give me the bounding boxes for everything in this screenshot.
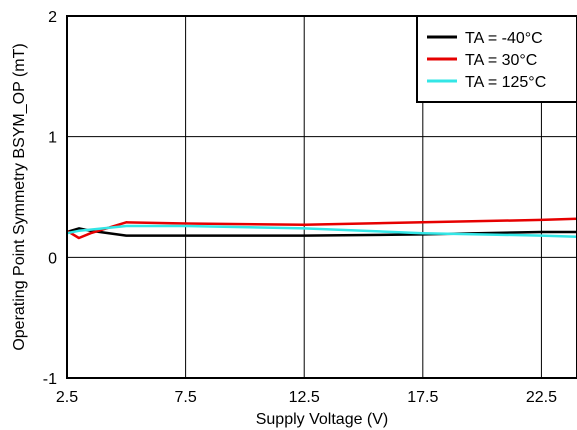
x-tick-label: 7.5 bbox=[174, 389, 196, 406]
series-lines bbox=[66, 217, 577, 240]
x-tick-labels: 2.5 7.5 12.5 17.5 22.5 bbox=[56, 389, 557, 406]
legend: TA = -40°C TA = 30°C TA = 125°C bbox=[416, 15, 577, 103]
y-axis-label: Operating Point Symmetry BSYM_OP (mT) bbox=[11, 43, 28, 350]
y-tick-label: -1 bbox=[43, 371, 57, 388]
y-tick-label: 2 bbox=[48, 9, 57, 26]
series-line bbox=[66, 217, 577, 240]
x-tick-label: 22.5 bbox=[526, 389, 557, 406]
legend-box bbox=[416, 15, 577, 103]
legend-entry-label: TA = -40°C bbox=[465, 30, 543, 47]
x-axis-label: Supply Voltage (V) bbox=[256, 411, 389, 428]
series-line bbox=[66, 224, 577, 239]
y-tick-label: 1 bbox=[48, 130, 57, 147]
x-tick-label: 17.5 bbox=[407, 389, 438, 406]
plot-frame bbox=[66, 15, 577, 379]
legend-entry-label: TA = 30°C bbox=[465, 52, 537, 69]
legend-entry-label: TA = 125°C bbox=[465, 74, 546, 91]
x-tick-label: 12.5 bbox=[289, 389, 320, 406]
x-tick-label: 2.5 bbox=[56, 389, 78, 406]
y-tick-label: 0 bbox=[48, 250, 57, 267]
y-tick-labels: -1 0 1 2 bbox=[43, 9, 57, 388]
